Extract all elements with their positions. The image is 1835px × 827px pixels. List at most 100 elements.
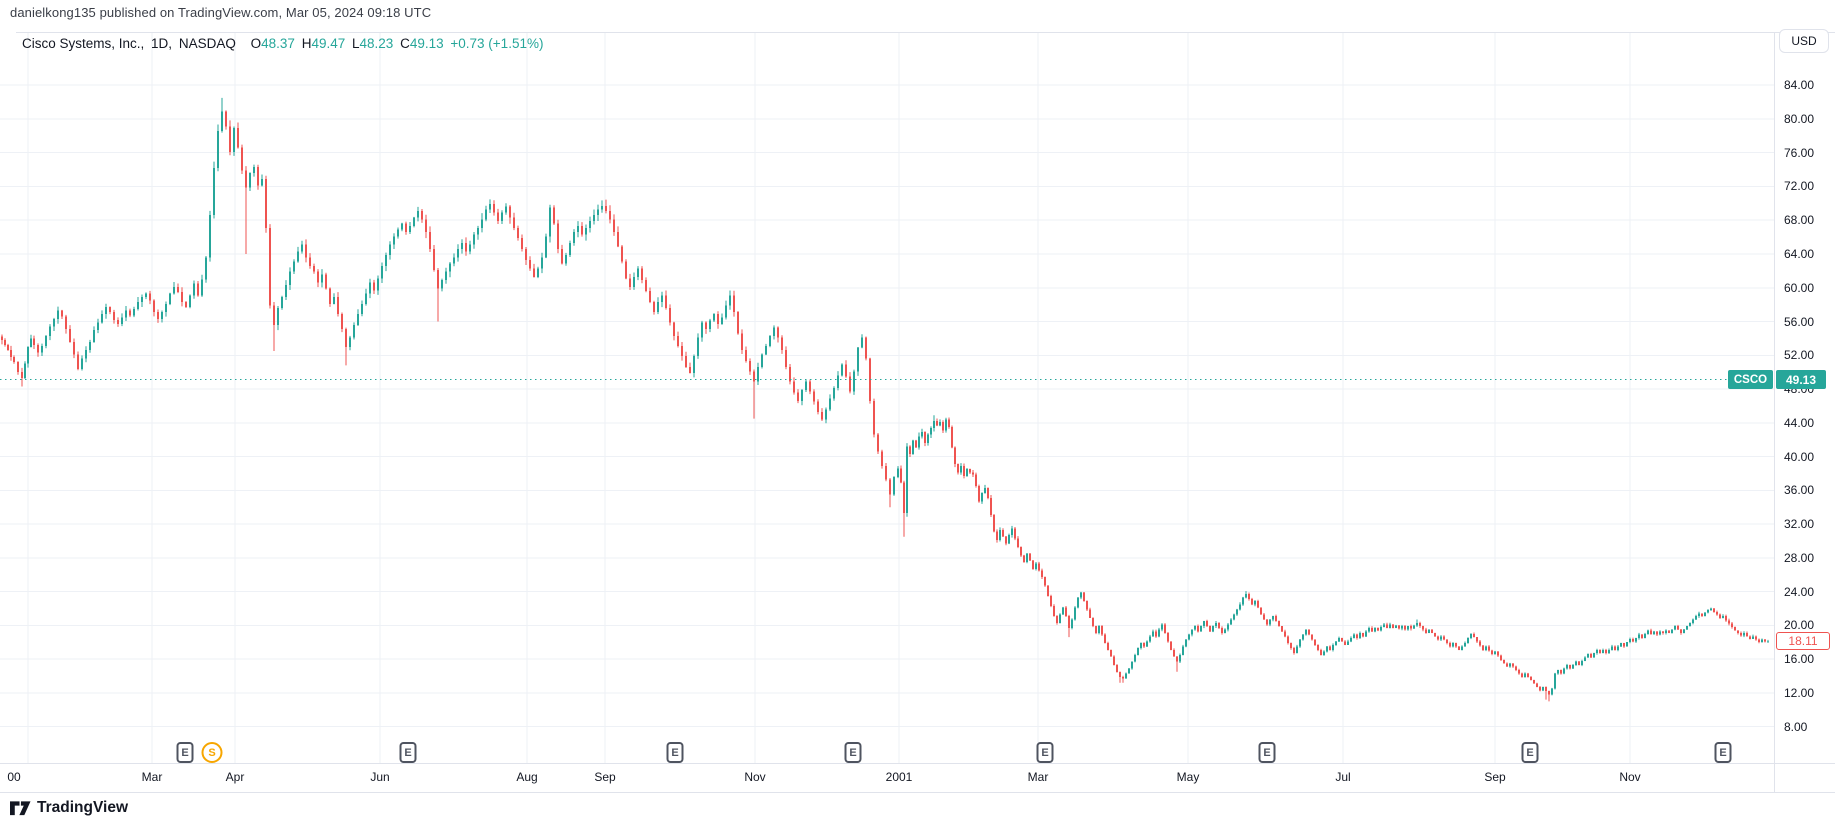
earnings-marker[interactable]: E xyxy=(844,742,862,763)
candle-body xyxy=(1055,616,1059,623)
candle-body xyxy=(1709,608,1713,611)
candle-body xyxy=(756,367,760,382)
legend-high-label: H xyxy=(301,36,312,51)
price-axis-label: 36.00 xyxy=(1784,483,1815,498)
candle-body xyxy=(668,308,672,323)
candle-body xyxy=(252,167,256,173)
candle-body xyxy=(1661,631,1665,633)
candle-body xyxy=(929,427,933,435)
candle-body xyxy=(920,432,924,437)
candle-body xyxy=(720,317,724,325)
candle-body xyxy=(1703,612,1707,617)
candle-body xyxy=(228,126,232,152)
candle-body xyxy=(1364,631,1368,637)
earnings-marker[interactable]: E xyxy=(176,742,194,763)
candle-body xyxy=(260,178,264,186)
candle-body xyxy=(404,223,408,233)
candle-body xyxy=(1388,624,1392,628)
candle-body xyxy=(1190,629,1194,635)
candle-body xyxy=(938,421,942,426)
candle-body xyxy=(902,482,906,514)
candle-body xyxy=(188,295,192,308)
candle-body xyxy=(1337,638,1341,642)
earnings-marker[interactable]: E xyxy=(1036,742,1054,763)
candle-body xyxy=(616,232,620,247)
candle-body xyxy=(1013,528,1017,539)
candle-body xyxy=(632,276,636,287)
candle-body xyxy=(836,375,840,389)
candle-body xyxy=(1508,663,1512,667)
candle-body xyxy=(160,312,164,319)
candle-body xyxy=(1376,627,1380,631)
candle-body xyxy=(1529,676,1533,681)
price-axis-separator[interactable] xyxy=(1774,32,1775,792)
candle-body xyxy=(488,204,492,210)
candle-body xyxy=(1064,607,1068,617)
candle-body xyxy=(1460,646,1464,650)
candle-body xyxy=(1670,629,1674,633)
candle-body xyxy=(1550,688,1554,695)
earnings-marker[interactable]: E xyxy=(399,742,417,763)
candle-body xyxy=(1718,614,1722,618)
candle-body xyxy=(248,172,252,188)
candle-body xyxy=(1115,665,1119,672)
price-axis-label: 44.00 xyxy=(1784,415,1815,430)
candle-body xyxy=(1151,631,1155,637)
candle-body xyxy=(1355,634,1359,639)
candle-body xyxy=(1277,621,1281,627)
candle-body xyxy=(1421,626,1425,630)
candle-body xyxy=(1685,626,1689,630)
candle-body xyxy=(1274,616,1278,622)
earnings-marker[interactable]: E xyxy=(1714,742,1732,763)
candle-body xyxy=(1751,636,1755,639)
candle-body xyxy=(1445,639,1449,644)
time-axis-label: Apr xyxy=(225,770,245,784)
candle-body xyxy=(1220,627,1224,633)
candle-body xyxy=(812,391,816,402)
candle-body xyxy=(612,219,616,233)
candle-body xyxy=(464,243,468,252)
candle-body xyxy=(1634,638,1638,642)
earnings-marker[interactable]: E xyxy=(1521,742,1539,763)
price-axis-label: 56.00 xyxy=(1784,314,1815,329)
candle-body xyxy=(80,358,84,369)
candle-body xyxy=(480,219,484,228)
candle-body xyxy=(1346,641,1350,645)
candle-body xyxy=(1625,642,1629,647)
split-marker[interactable]: S xyxy=(201,742,223,763)
candle-body xyxy=(1532,680,1536,684)
candle-body xyxy=(989,497,993,515)
candle-body xyxy=(1103,634,1107,644)
candle-body xyxy=(6,345,10,351)
symbol-legend[interactable]: Cisco Systems, Inc., 1D, NASDAQ O48.37 H… xyxy=(22,36,546,51)
candle-body xyxy=(636,268,640,277)
candle-body xyxy=(884,465,888,480)
candle-body xyxy=(716,313,720,325)
candle-body xyxy=(959,465,963,473)
candle-body xyxy=(1037,563,1041,571)
candle-body xyxy=(648,291,652,303)
candle-body xyxy=(1604,649,1608,654)
candle-body xyxy=(1736,630,1740,633)
candle-body xyxy=(1328,646,1332,650)
earnings-marker[interactable]: E xyxy=(1258,742,1276,763)
candle-body xyxy=(1139,643,1143,649)
tradingview-logo[interactable]: TradingView xyxy=(10,799,128,817)
time-axis-label: 00 xyxy=(7,770,21,784)
candle-body xyxy=(508,206,512,218)
earnings-marker[interactable]: E xyxy=(666,742,684,763)
candle-body xyxy=(536,268,540,277)
candle-body xyxy=(1544,686,1548,692)
currency-button[interactable]: USD xyxy=(1779,29,1829,53)
candle-body xyxy=(962,465,966,476)
candle-body xyxy=(620,246,624,262)
candle-body xyxy=(1208,626,1212,632)
candle-body xyxy=(408,226,412,233)
candle-body xyxy=(424,219,428,233)
candle-body xyxy=(428,232,432,249)
candle-body xyxy=(392,236,396,245)
candle-body xyxy=(628,278,632,287)
candle-body xyxy=(1469,633,1473,639)
candle-body xyxy=(1730,623,1734,628)
